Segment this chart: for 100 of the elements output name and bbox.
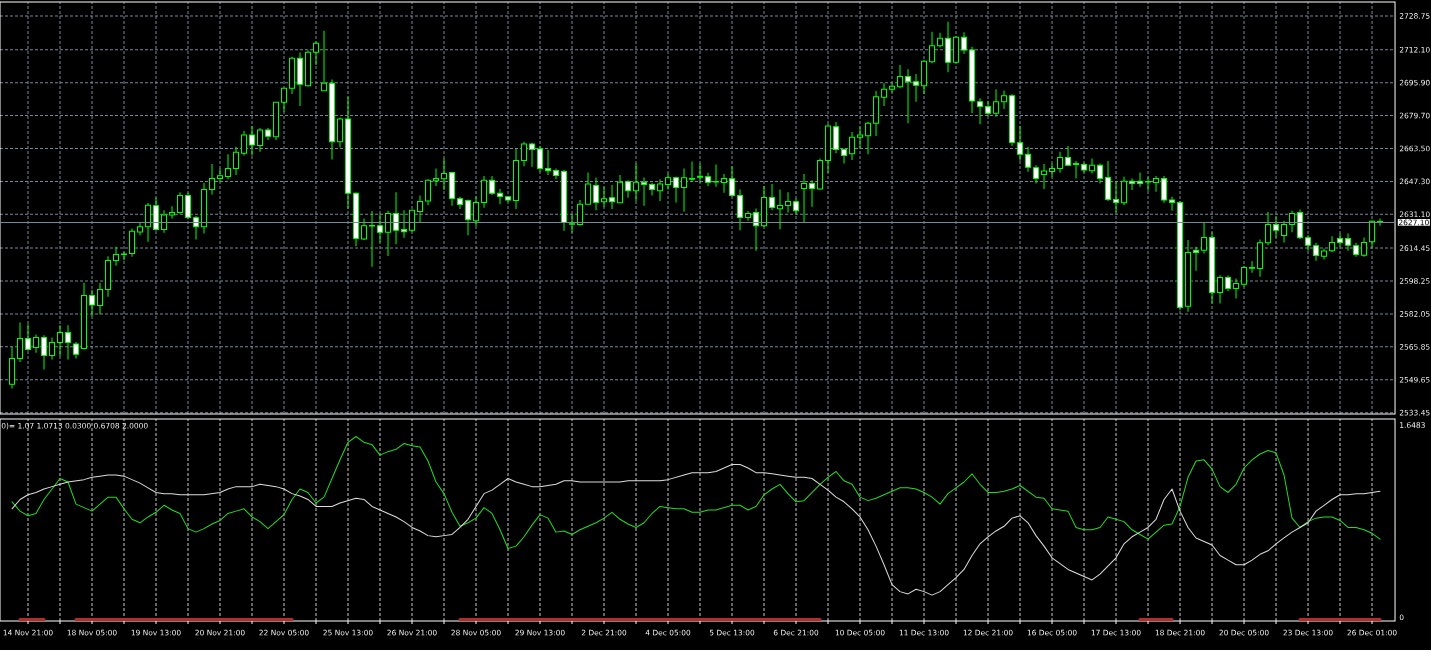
candlestick	[625, 179, 632, 199]
candlestick	[1185, 239, 1192, 313]
candlestick	[465, 198, 472, 236]
candlestick	[937, 32, 944, 48]
candlestick	[1049, 163, 1056, 178]
candlestick	[641, 177, 648, 207]
candlestick	[1241, 265, 1248, 288]
candlestick	[905, 68, 912, 124]
candlestick	[849, 131, 856, 161]
candlestick	[809, 179, 816, 208]
candlestick	[1313, 242, 1320, 262]
candlestick	[761, 185, 768, 228]
candlestick	[753, 207, 760, 252]
candlestick	[721, 173, 728, 194]
candlestick	[361, 218, 368, 241]
candlestick	[737, 189, 744, 231]
candlestick	[113, 246, 120, 267]
candlestick	[729, 165, 736, 198]
candlestick	[89, 289, 96, 317]
candlestick	[1009, 93, 1016, 147]
candlestick	[25, 323, 31, 352]
candlestick	[393, 191, 400, 245]
candlestick	[209, 163, 216, 195]
candlestick	[1297, 208, 1304, 240]
candlestick	[217, 167, 223, 183]
candlestick	[841, 147, 848, 165]
candlestick	[801, 173, 808, 223]
candlestick	[929, 31, 936, 64]
candlestick	[873, 90, 880, 137]
candlestick	[545, 149, 552, 176]
candlestick	[913, 73, 920, 103]
candlestick	[57, 324, 63, 357]
candlestick	[521, 141, 528, 167]
candlestick	[769, 183, 776, 211]
candlestick	[945, 21, 952, 73]
candlestick	[857, 126, 864, 149]
candlestick	[1337, 232, 1344, 248]
candlestick	[433, 167, 440, 187]
candlestick	[617, 174, 624, 205]
candlestick	[1161, 175, 1168, 204]
candlestick	[145, 202, 152, 243]
candlestick	[449, 171, 456, 207]
candlestick	[1201, 222, 1208, 254]
candlestick	[385, 210, 392, 257]
candlestick	[97, 282, 103, 315]
candlestick	[665, 172, 672, 191]
candlestick	[697, 163, 704, 184]
candlestick	[969, 46, 976, 114]
candlestick	[249, 125, 256, 156]
candlestick	[593, 177, 600, 211]
candlestick	[105, 255, 111, 298]
candlestick	[817, 157, 824, 191]
candlestick	[745, 210, 752, 222]
candlestick	[1361, 236, 1368, 258]
candlestick	[1065, 145, 1072, 167]
candlestick	[785, 191, 792, 213]
candlestick	[1105, 160, 1112, 202]
candlestick	[401, 209, 408, 239]
candlestick	[1145, 176, 1152, 192]
candlestick	[529, 142, 536, 168]
candlestick	[649, 182, 656, 196]
candlestick	[681, 167, 688, 213]
candlestick	[1017, 125, 1024, 162]
candlestick	[329, 78, 336, 160]
candlestick	[1217, 274, 1224, 304]
candlestick	[577, 199, 584, 227]
candlestick	[353, 191, 360, 247]
candlestick	[609, 184, 616, 210]
candlestick	[369, 210, 376, 268]
candlestick	[1089, 157, 1096, 174]
candlestick	[1281, 220, 1288, 244]
candlestick	[137, 222, 143, 236]
candlestick	[1113, 180, 1120, 213]
candlestick	[425, 178, 432, 206]
candlestick	[201, 182, 208, 234]
candlestick	[1057, 151, 1064, 174]
candlestick	[633, 163, 640, 202]
candlestick	[1041, 163, 1048, 190]
candlestick	[1329, 235, 1336, 253]
candlestick	[881, 82, 888, 107]
candlestick	[33, 334, 40, 354]
candlestick	[513, 148, 520, 210]
candlestick	[1321, 247, 1328, 260]
candlestick	[281, 87, 288, 113]
candlestick	[1225, 274, 1232, 292]
candlestick	[897, 64, 904, 89]
candlestick	[1265, 211, 1272, 246]
candlestick	[1177, 200, 1184, 311]
candlestick	[345, 96, 352, 210]
candlestick	[657, 178, 664, 202]
candlestick	[505, 195, 512, 203]
candlestick	[377, 212, 384, 244]
candlestick	[713, 164, 720, 188]
candlestick	[17, 322, 23, 363]
candlestick	[537, 145, 544, 173]
candlestick	[129, 228, 135, 258]
candlestick	[1289, 210, 1296, 233]
candlestick	[865, 121, 872, 155]
candlestick	[481, 175, 488, 209]
candlestick	[121, 251, 128, 261]
